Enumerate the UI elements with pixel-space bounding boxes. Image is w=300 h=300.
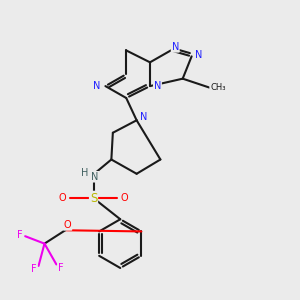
Text: CH₃: CH₃ [210,83,226,92]
Text: N: N [195,50,203,60]
Text: N: N [172,42,179,52]
Text: N: N [154,81,161,91]
Text: O: O [121,193,128,202]
Text: F: F [58,263,64,273]
Text: O: O [64,220,71,230]
Text: F: F [31,265,37,275]
Text: O: O [58,193,66,202]
Text: N: N [140,112,148,122]
Text: N: N [91,172,99,182]
Text: F: F [17,230,22,240]
Text: S: S [90,192,97,205]
Text: N: N [93,81,101,91]
Text: H: H [81,168,88,178]
